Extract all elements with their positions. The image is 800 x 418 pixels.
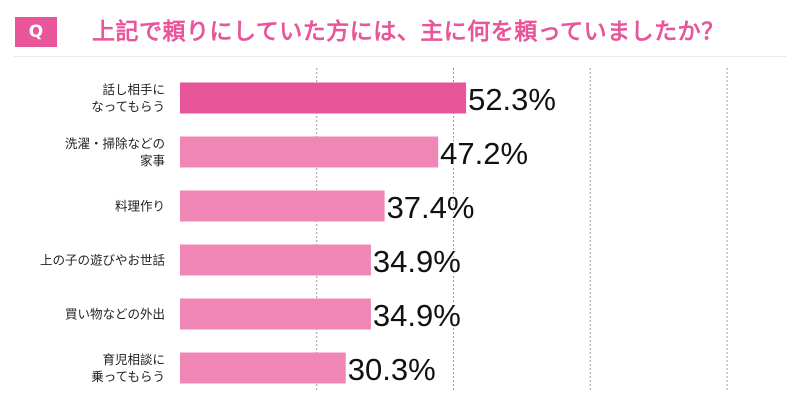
bars [180,82,467,384]
category-labels: 話し相手になってもらう洗濯・掃除などの家事料理作り上の子の遊びやお世話買い物など… [40,82,165,384]
category-label: 育児相談に乗ってもらう [91,352,165,384]
bar [180,82,467,114]
category-label: 話し相手になってもらう [91,82,165,114]
value-label: 52.3% [468,82,556,117]
category-label: 料理作り [115,199,165,214]
value-labels: 52.3% 47.2% 37.4% 34.9% 34.9% 30.3% [346,81,557,389]
bar [180,136,439,168]
category-label: 上の子の遊びやお世話 [40,253,165,268]
bar [180,298,371,330]
value-label: 37.4% [387,190,475,225]
bar [180,352,346,384]
value-label: 30.3% [348,352,436,387]
bar [180,244,371,276]
title-divider [14,56,786,57]
category-label: 買い物などの外出 [65,307,165,322]
question-badge: Q [15,17,57,47]
value-label: 34.9% [373,298,461,333]
question-title: 上記で頼りにしていた方には、主に何を頼っていましたか？ [92,19,725,45]
bar [180,190,385,222]
value-label: 47.2% [440,136,528,171]
category-label: 洗濯・掃除などの家事 [65,136,165,168]
grid-lines [316,68,728,392]
value-label: 34.9% [373,244,461,279]
